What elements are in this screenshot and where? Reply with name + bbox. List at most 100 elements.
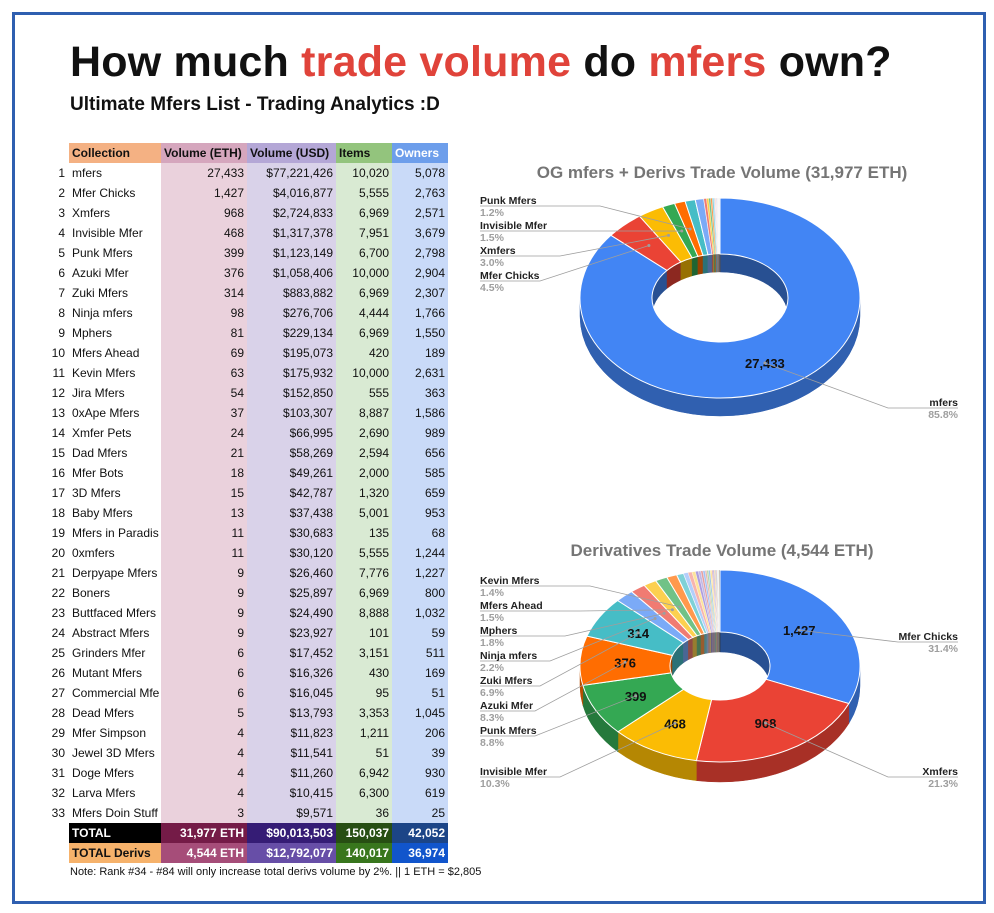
callout-dot-invisible-mfer <box>673 721 677 725</box>
owners-cell: 39 <box>392 743 448 763</box>
callout-name-ninja-mfers: Ninja mfers <box>480 650 537 662</box>
owners-cell: 1,586 <box>392 403 448 423</box>
collection-cell: 3D Mfers <box>69 483 161 503</box>
items-cell: 2,690 <box>336 423 392 443</box>
callout-pct-mphers: 1.8% <box>480 637 505 649</box>
items-cell: 7,776 <box>336 563 392 583</box>
collection-name: 3D Mfers <box>72 486 121 500</box>
collection-name: Mfer Chicks <box>72 186 136 200</box>
volume-eth-cell: 376 <box>161 263 247 283</box>
owners-cell: 585 <box>392 463 448 483</box>
owners-cell: 169 <box>392 663 448 683</box>
rank-cell: 12 <box>51 386 65 400</box>
callout-dot-xmfers <box>764 721 768 725</box>
callout-dot-punk-mfers <box>634 694 638 698</box>
collection-name: Boners <box>72 586 111 600</box>
table-row: 1 mfers 27,433 $77,221,426 10,020 5,078 <box>48 163 448 183</box>
items-cell: 4,444 <box>336 303 392 323</box>
callout-line-xmfers <box>480 235 669 257</box>
collection-cell: Mfers Doin Stuff <box>69 803 161 823</box>
table-header-row: Collection Volume (ETH) Volume (USD) Ite… <box>48 143 448 163</box>
volume-usd-cell: $26,460 <box>247 563 336 583</box>
table-row: 33 Mfers Doin Stuff 3 $9,571 36 25 <box>48 803 448 823</box>
table-row: 18 Baby Mfers 13 $37,438 5,001 953 <box>48 503 448 523</box>
volume-eth-cell: 15 <box>161 483 247 503</box>
owners-cell: 2,904 <box>392 263 448 283</box>
callout-name-mfer-chicks: Mfer Chicks <box>480 270 540 282</box>
items-cell: 10,000 <box>336 363 392 383</box>
rank-cell: 11 <box>52 366 65 380</box>
items-cell: 5,001 <box>336 503 392 523</box>
owners-cell: 1,244 <box>392 543 448 563</box>
callout-line-mfer-chicks <box>480 245 650 282</box>
volume-usd-cell: $58,269 <box>247 443 336 463</box>
callout-line-mfers <box>764 362 958 409</box>
collection-cell: Mfers in Paradis <box>69 523 161 543</box>
slice-mfers <box>579 197 861 399</box>
owners-cell: 800 <box>392 583 448 603</box>
volume-eth-cell: 27,433 <box>161 163 247 183</box>
collection-cell: Doge Mfers <box>69 763 161 783</box>
callout-line-invisible-mfer <box>480 722 676 778</box>
items-cell: 6,700 <box>336 243 392 263</box>
table-row: 31 Doge Mfers 4 $11,260 6,942 930 <box>48 763 448 783</box>
callout-dot-ninja-mfers <box>653 617 657 621</box>
volume-usd-cell: $11,823 <box>247 723 336 743</box>
rank-cell: 15 <box>51 446 65 460</box>
volume-eth-cell: 11 <box>161 543 247 563</box>
volume-eth-cell: 4 <box>161 763 247 783</box>
volume-usd-header: Volume (USD) <box>247 143 336 163</box>
owners-cell: 930 <box>392 763 448 783</box>
collection-cell: Derpyape Mfers <box>69 563 161 583</box>
callout-dot-mfer-chicks <box>647 243 651 247</box>
volume-eth-cell: 314 <box>161 283 247 303</box>
collection-name: Dad Mfers <box>72 446 128 460</box>
collection-cell: Mfers Ahead <box>69 343 161 363</box>
slice-inner-punk-mfers <box>697 255 704 275</box>
collection-name: Buttfaced Mfers <box>72 606 157 620</box>
rank-cell: 2 <box>58 186 65 200</box>
volume-eth-cell: 6 <box>161 663 247 683</box>
items-cell: 6,942 <box>336 763 392 783</box>
callout-line-mfers-ahead <box>480 609 673 612</box>
page-subtitle: Ultimate Mfers List - Trading Analytics … <box>70 94 440 115</box>
callout-pct-invisible-mfer: 10.3% <box>480 778 510 790</box>
volume-usd-cell: $17,452 <box>247 643 336 663</box>
rank-header <box>48 143 69 163</box>
volume-usd-cell: $37,438 <box>247 503 336 523</box>
rank-cell: 27 <box>51 686 65 700</box>
callout-dot-kevin-mfers <box>678 605 682 609</box>
rank-cell: 28 <box>51 706 65 720</box>
rank-cell: 32 <box>51 786 65 800</box>
total-derivs-owners: 36,974 <box>392 843 448 863</box>
collection-name: Jewel 3D Mfers <box>72 746 155 760</box>
collection-cell: Ninja mfers <box>69 303 161 323</box>
callout-dot-punk-mfers <box>688 227 692 231</box>
volume-usd-cell: $1,058,406 <box>247 263 336 283</box>
volume-eth-cell: 18 <box>161 463 247 483</box>
volume-usd-cell: $49,261 <box>247 463 336 483</box>
volume-eth-cell: 4 <box>161 783 247 803</box>
volume-usd-cell: $42,787 <box>247 483 336 503</box>
callout-pct-kevin-mfers: 1.4% <box>480 587 505 599</box>
table-row: 3 Xmfers 968 $2,724,833 6,969 2,571 <box>48 203 448 223</box>
callout-pct-zuki-mfers: 6.9% <box>480 687 505 699</box>
volume-usd-cell: $11,260 <box>247 763 336 783</box>
callout-dot-mfer-chicks <box>797 628 801 632</box>
collection-name: Mfers Doin Stuff <box>72 806 158 820</box>
chart-title: Derivatives Trade Volume (4,544 ETH) <box>571 541 874 560</box>
rank-cell: 17 <box>51 486 65 500</box>
collection-cell: Jewel 3D Mfers <box>69 743 161 763</box>
callout-line-azuki-mfer <box>480 661 626 712</box>
volume-eth-cell: 3 <box>161 803 247 823</box>
collection-cell: Mphers <box>69 323 161 343</box>
total-label: TOTAL <box>69 823 161 843</box>
table-row: 15 Dad Mfers 21 $58,269 2,594 656 <box>48 443 448 463</box>
volume-eth-cell: 1,427 <box>161 183 247 203</box>
items-cell: 6,969 <box>336 203 392 223</box>
table-row: 26 Mutant Mfers 6 $16,326 430 169 <box>48 663 448 683</box>
collection-header: Collection <box>69 143 161 163</box>
total-derivs-eth: 4,544 ETH <box>161 843 247 863</box>
slice-inner-jira-mfers <box>700 633 705 655</box>
volume-usd-cell: $30,683 <box>247 523 336 543</box>
